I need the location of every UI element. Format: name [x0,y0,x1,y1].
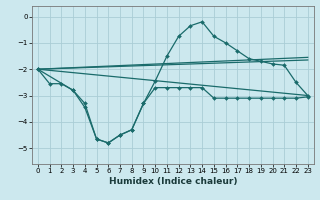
X-axis label: Humidex (Indice chaleur): Humidex (Indice chaleur) [108,177,237,186]
